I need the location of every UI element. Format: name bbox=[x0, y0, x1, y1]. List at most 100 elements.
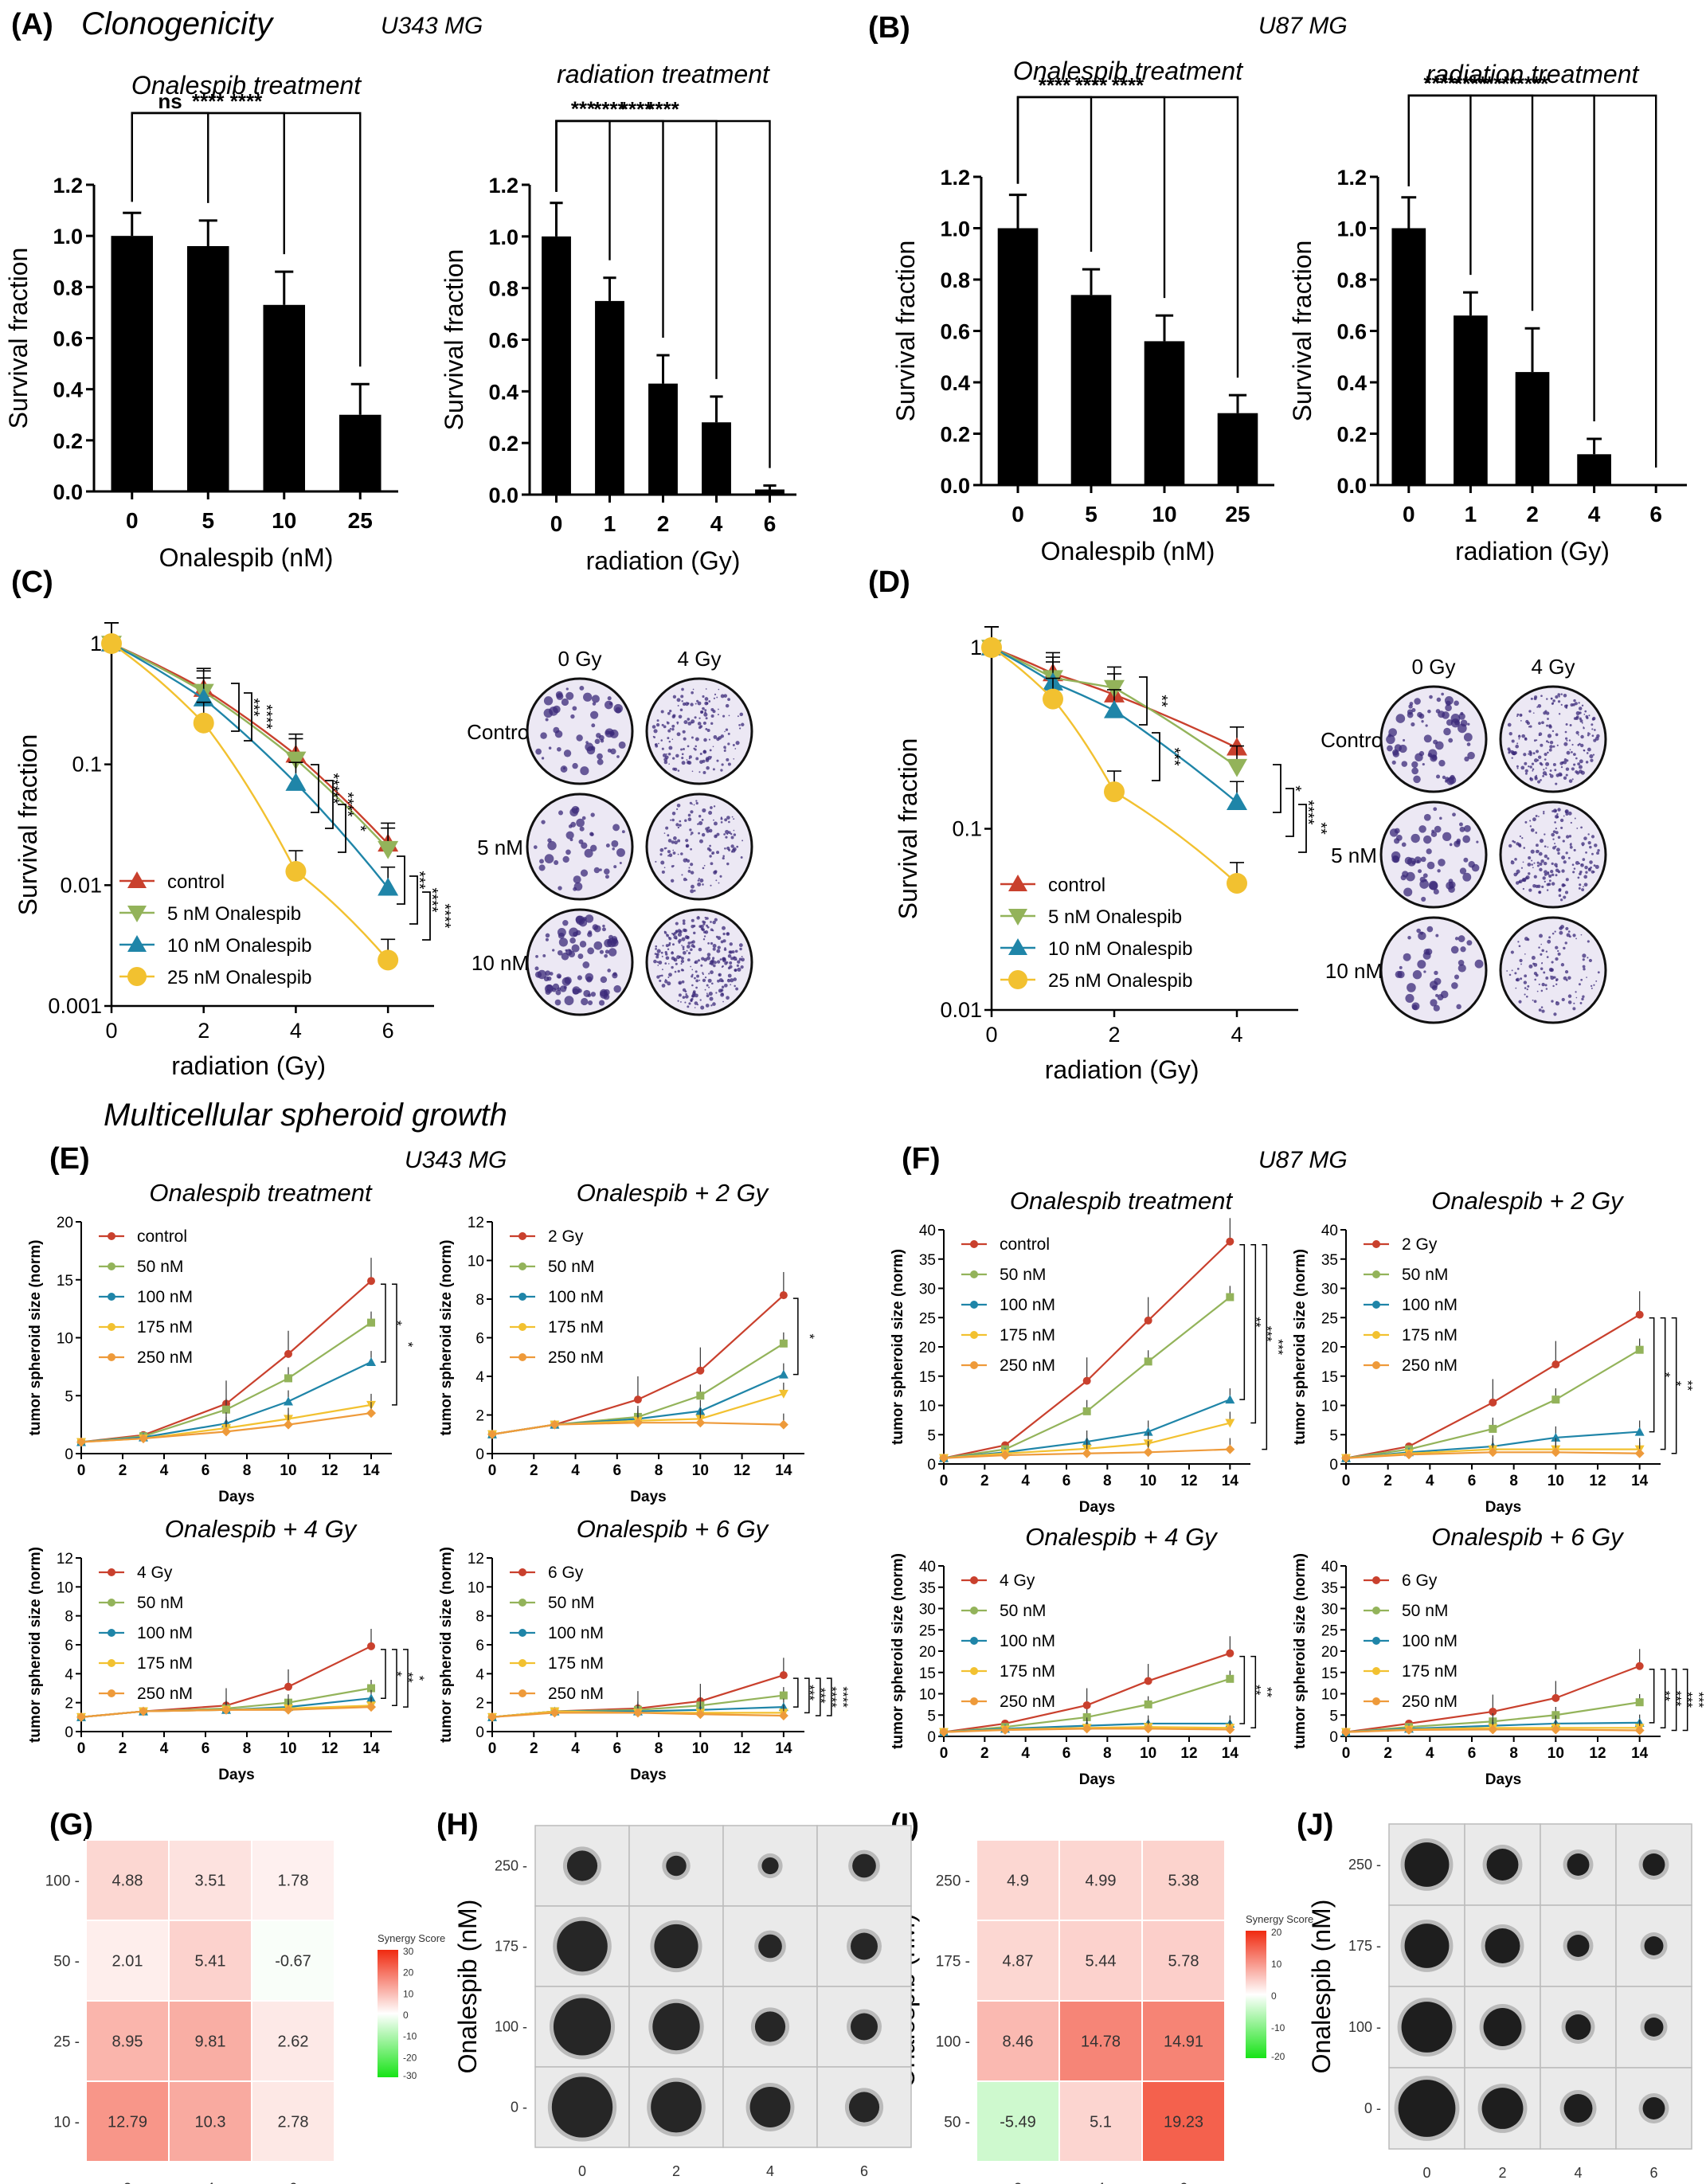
plate-row-label: 5 nM bbox=[1331, 843, 1377, 867]
colony bbox=[666, 721, 670, 725]
colony bbox=[1558, 894, 1562, 898]
colony bbox=[679, 708, 683, 712]
data-point bbox=[1551, 1693, 1560, 1702]
plate-row-label: Control bbox=[1321, 728, 1387, 752]
colony bbox=[1582, 844, 1584, 847]
significance-bracket bbox=[131, 112, 209, 203]
colony bbox=[680, 959, 685, 964]
y-tick-label: 8 bbox=[475, 1292, 484, 1309]
colony bbox=[1529, 825, 1532, 828]
colony bbox=[741, 840, 744, 842]
significance-bracket bbox=[804, 1677, 810, 1714]
colony bbox=[612, 937, 618, 945]
heatmap-cell bbox=[251, 1920, 335, 2002]
y-tick-label: 15 bbox=[57, 1273, 73, 1290]
y-tick-label: 0 bbox=[927, 1729, 936, 1746]
colony bbox=[741, 957, 745, 962]
colony bbox=[1544, 758, 1547, 761]
y-tick-label: 0.2 bbox=[53, 429, 83, 453]
colony bbox=[1442, 775, 1446, 780]
y-tick-label: 5 bbox=[65, 1388, 73, 1405]
colony bbox=[1528, 855, 1532, 860]
colony bbox=[691, 832, 694, 835]
data-point bbox=[139, 1434, 148, 1444]
colony bbox=[667, 981, 671, 986]
colony bbox=[1578, 702, 1580, 704]
colony bbox=[702, 920, 705, 923]
colony bbox=[665, 953, 668, 956]
colony bbox=[653, 959, 657, 964]
significance-bracket bbox=[792, 1677, 799, 1708]
cell-line-label-u87-bottom: U87 MG bbox=[1258, 1147, 1348, 1173]
culture-plate bbox=[1379, 685, 1488, 793]
colony bbox=[722, 965, 724, 968]
colony bbox=[734, 748, 737, 750]
colony bbox=[1401, 842, 1407, 847]
x-tick-label: 6 bbox=[382, 1019, 394, 1043]
colony bbox=[1549, 745, 1553, 749]
heatmap-col-label: 2 bbox=[1014, 2181, 1023, 2184]
chart-title: Onalespib treatment bbox=[1010, 1187, 1234, 1215]
data-point bbox=[550, 1419, 560, 1430]
y-axis-title: tumor spheroid size (norm) bbox=[890, 1249, 906, 1445]
colony bbox=[1442, 832, 1452, 841]
x-tick-label: 0 bbox=[1342, 1745, 1351, 1762]
chart-title: radiation treatment bbox=[1426, 60, 1640, 88]
heatmap-value: 1.78 bbox=[278, 1873, 309, 1890]
colony bbox=[1569, 724, 1572, 726]
data-point bbox=[1341, 1453, 1351, 1463]
data-point bbox=[221, 1705, 231, 1715]
colony bbox=[716, 696, 718, 699]
colony bbox=[671, 714, 675, 718]
colony bbox=[663, 930, 666, 933]
colony bbox=[1454, 700, 1459, 706]
colony bbox=[712, 1002, 716, 1006]
colony bbox=[694, 977, 696, 980]
colony bbox=[1566, 933, 1571, 937]
heatmap-cell bbox=[168, 2000, 252, 2082]
y-tick-label: 35 bbox=[919, 1252, 936, 1269]
y-tick-label: 0 bbox=[927, 1457, 936, 1474]
colony bbox=[1565, 722, 1568, 726]
colony bbox=[674, 767, 678, 771]
culture-plate bbox=[645, 908, 753, 1016]
colony bbox=[1536, 759, 1540, 761]
colony bbox=[1581, 997, 1584, 1001]
x-tick-label: 2 bbox=[198, 1019, 209, 1043]
colony bbox=[1513, 872, 1518, 877]
colony bbox=[1558, 772, 1563, 777]
colony bbox=[721, 985, 725, 988]
legend-label: 4 Gy bbox=[137, 1564, 173, 1582]
colony bbox=[717, 945, 721, 949]
colony bbox=[695, 979, 699, 983]
colony bbox=[722, 855, 725, 858]
colony bbox=[695, 800, 698, 802]
colony bbox=[1571, 863, 1575, 867]
colony bbox=[651, 725, 656, 729]
colony bbox=[656, 719, 659, 722]
colony bbox=[1541, 949, 1544, 953]
colony bbox=[736, 845, 739, 848]
y-tick-label: 25 bbox=[919, 1310, 936, 1327]
colony bbox=[698, 832, 700, 835]
data-point bbox=[1144, 1357, 1152, 1366]
colony bbox=[1541, 721, 1544, 725]
colony bbox=[725, 703, 730, 708]
y-tick-label: 1 bbox=[970, 636, 982, 660]
colony bbox=[696, 974, 700, 978]
colony bbox=[653, 729, 658, 734]
colony bbox=[571, 944, 580, 953]
colony bbox=[569, 937, 576, 944]
x-axis-title: Days bbox=[630, 1489, 666, 1505]
colony bbox=[1531, 863, 1533, 866]
legend-label: 175 nM bbox=[1000, 1326, 1055, 1344]
significance-bracket bbox=[1671, 1317, 1677, 1454]
colony bbox=[1416, 928, 1421, 933]
bar bbox=[338, 414, 382, 491]
colony bbox=[687, 958, 691, 962]
data-point bbox=[76, 1437, 86, 1447]
colony bbox=[713, 735, 718, 739]
x-tick-label: 10 bbox=[692, 1462, 709, 1479]
colony bbox=[718, 882, 720, 884]
colony bbox=[706, 992, 708, 995]
